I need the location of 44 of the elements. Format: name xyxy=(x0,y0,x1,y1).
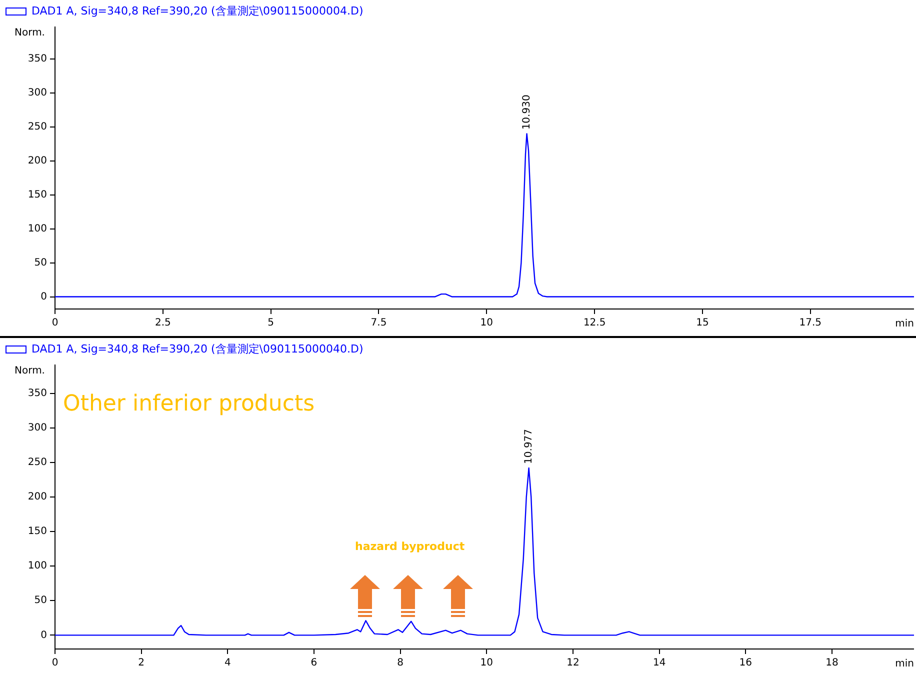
y-tick-label: 200 xyxy=(28,492,47,503)
x-tick-label: 6 xyxy=(310,658,318,669)
y-tick-label: 50 xyxy=(34,257,47,268)
x-tick-label: 12.5 xyxy=(583,318,606,329)
y-tick-label: 350 xyxy=(28,388,47,399)
annotation: hazard byproduct xyxy=(355,540,465,553)
y-tick-label: 100 xyxy=(28,560,47,572)
y-axis-title: Norm. xyxy=(14,366,45,377)
x-tick-label: 12 xyxy=(566,658,580,669)
annotation: 10.977 xyxy=(523,428,534,464)
x-tick-label: 5 xyxy=(268,318,274,329)
y-tick-label: 150 xyxy=(28,189,47,200)
x-tick-label: 2.5 xyxy=(154,318,171,329)
x-tick-label: 0 xyxy=(52,658,58,669)
y-tick-label: 250 xyxy=(28,121,47,132)
x-tick-label: 2 xyxy=(138,658,145,669)
x-tick-label: 8 xyxy=(397,658,404,669)
x-tick-label: 18 xyxy=(826,658,838,669)
legend-label: DAD1 A, Sig=340,8 Ref=390,20 (含量測定\090115000040.D) xyxy=(32,342,364,356)
y-tick-label: 350 xyxy=(28,54,47,65)
y-axis-title: Norm. xyxy=(14,28,45,39)
x-tick-label: 10 xyxy=(480,318,494,329)
annotation: Other inferior products xyxy=(63,392,315,417)
y-tick-label: 300 xyxy=(28,422,47,434)
x-tick-label: 17.5 xyxy=(799,318,822,329)
x-tick-label: 16 xyxy=(739,658,752,669)
x-tick-label: 15 xyxy=(696,318,709,329)
y-tick-label: 100 xyxy=(28,223,47,234)
y-tick-label: 0 xyxy=(40,291,47,302)
y-tick-label: 150 xyxy=(28,526,47,538)
y-tick-label: 0 xyxy=(40,630,47,641)
x-tick-label: 7.5 xyxy=(370,318,387,329)
y-tick-label: 300 xyxy=(28,88,47,99)
y-tick-label: 250 xyxy=(28,457,47,468)
y-tick-label: 50 xyxy=(34,595,47,606)
x-axis-title: min xyxy=(895,658,914,670)
x-tick-label: 4 xyxy=(224,658,231,669)
x-axis-title: min xyxy=(895,318,914,330)
annotation: 10.930 xyxy=(521,94,532,130)
x-tick-label: 10 xyxy=(480,658,494,669)
legend-label: DAD1 A, Sig=340,8 Ref=390,20 (含量測定\090115000004.D) xyxy=(32,4,364,18)
x-tick-label: 0 xyxy=(52,318,58,329)
x-tick-label: 14 xyxy=(652,658,666,669)
y-tick-label: 200 xyxy=(28,155,47,166)
